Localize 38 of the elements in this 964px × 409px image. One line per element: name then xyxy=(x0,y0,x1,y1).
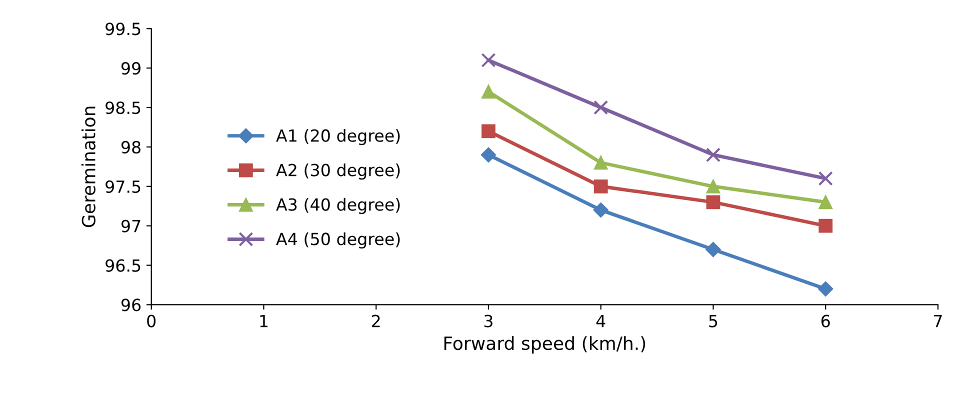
point xyxy=(594,100,608,115)
point xyxy=(482,84,496,99)
y-tick-label: 99 xyxy=(121,62,140,75)
y-axis-title: Geremination xyxy=(81,106,96,228)
legend-label: A4 (50 degree) xyxy=(276,232,400,249)
x-tick-label: 6 xyxy=(821,314,830,328)
point xyxy=(482,124,496,138)
point xyxy=(594,156,608,170)
point xyxy=(706,195,720,210)
point xyxy=(594,179,608,194)
legend-label: A3 (40 degree) xyxy=(276,198,400,214)
y-tick-label: 97.5 xyxy=(106,180,140,193)
x-tick-label: 3 xyxy=(484,314,492,328)
point xyxy=(593,202,608,218)
y-tick-label: 99.5 xyxy=(106,22,140,36)
point xyxy=(706,148,721,162)
x-tick-label: 0 xyxy=(147,314,156,328)
x-axis-title: Forward speed (km/h.) xyxy=(444,336,646,354)
point xyxy=(818,281,834,296)
y-tick-label: 97 xyxy=(121,220,140,232)
y-tick-label: 96 xyxy=(121,298,141,312)
x-tick-label: 7 xyxy=(934,314,942,328)
x-tick-label: 1 xyxy=(260,314,268,328)
y-tick-label: 98.5 xyxy=(106,101,140,114)
y-tick-label: 96.5 xyxy=(106,259,140,272)
x-tick-label: 5 xyxy=(709,314,718,328)
x-tick-label: 4 xyxy=(596,314,606,328)
point xyxy=(818,218,833,233)
legend-label: A1 (20 degree) xyxy=(276,128,400,146)
point xyxy=(706,179,720,194)
point xyxy=(818,195,833,210)
point xyxy=(818,171,833,186)
point xyxy=(480,147,496,162)
point xyxy=(706,242,721,258)
y-tick-label: 98 xyxy=(121,140,140,154)
legend-label: A2 (30 degree) xyxy=(276,163,400,180)
x-tick-label: 2 xyxy=(372,314,380,328)
point xyxy=(481,52,496,68)
